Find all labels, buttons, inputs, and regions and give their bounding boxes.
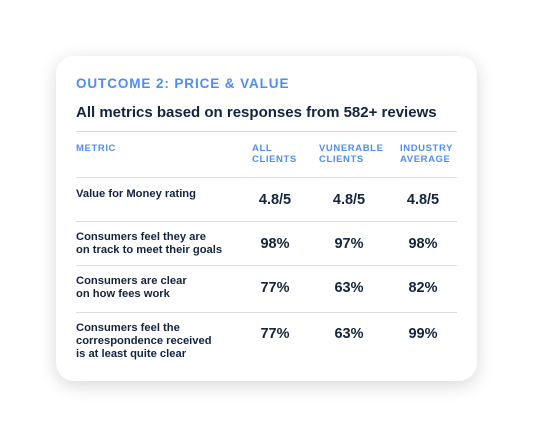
header-all-clients: ALL CLIENTS	[252, 143, 297, 165]
metrics-subtitle: All metrics based on responses from 582+…	[76, 104, 437, 121]
outcome-title: OUTCOME 2: PRICE & VALUE	[76, 76, 290, 91]
table-row: Consumers are clear on how fees work 77%…	[76, 265, 457, 312]
value-all-clients: 77%	[260, 326, 290, 342]
value-industry-average: 98%	[408, 236, 438, 252]
table-row: Value for Money rating 4.8/5 4.8/5 4.8/5	[76, 177, 457, 221]
table-header-row: METRIC ALL CLIENTS VUNERABLE CLIENTS IND…	[76, 131, 457, 177]
metric-label: Consumers are clear on how fees work	[76, 275, 187, 300]
metrics-card: OUTCOME 2: PRICE & VALUE All metrics bas…	[56, 56, 477, 381]
header-metric: METRIC	[76, 143, 117, 154]
metrics-table: METRIC ALL CLIENTS VUNERABLE CLIENTS IND…	[76, 131, 457, 377]
value-vulnerable-clients: 97%	[334, 236, 364, 252]
value-all-clients: 77%	[260, 280, 290, 296]
metric-label: Consumers feel they are on track to meet…	[76, 231, 223, 256]
value-vulnerable-clients: 63%	[334, 280, 364, 296]
value-industry-average: 82%	[408, 280, 438, 296]
header-vulnerable-clients: VUNERABLE CLIENTS	[319, 143, 384, 165]
value-industry-average: 99%	[408, 326, 438, 342]
metric-label: Consumers feel the correspondence receiv…	[76, 322, 212, 360]
value-all-clients: 4.8/5	[258, 192, 292, 208]
value-vulnerable-clients: 63%	[334, 326, 364, 342]
table-row: Consumers feel they are on track to meet…	[76, 221, 457, 265]
value-industry-average: 4.8/5	[406, 192, 440, 208]
table-row: Consumers feel the correspondence receiv…	[76, 312, 457, 377]
value-vulnerable-clients: 4.8/5	[332, 192, 366, 208]
value-all-clients: 98%	[260, 236, 290, 252]
metric-label: Value for Money rating	[76, 188, 196, 200]
header-industry-average: INDUSTRY AVERAGE	[400, 143, 454, 165]
